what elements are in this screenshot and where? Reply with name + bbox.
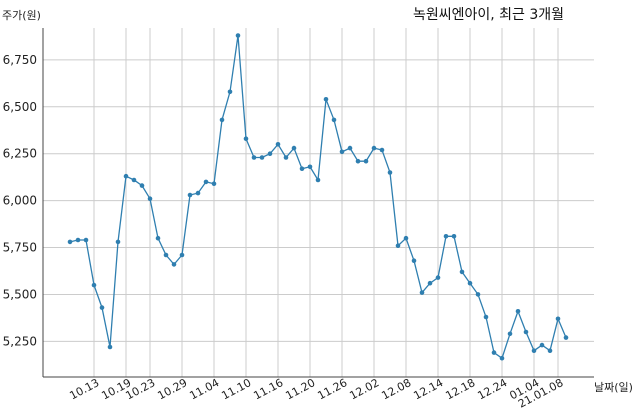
data-point bbox=[531, 348, 537, 354]
y-tick-label: 5,250 bbox=[3, 334, 37, 348]
data-point bbox=[323, 97, 329, 102]
data-point bbox=[235, 33, 241, 38]
data-point bbox=[387, 170, 393, 175]
y-tick-label: 5,750 bbox=[3, 241, 37, 255]
data-point bbox=[459, 269, 465, 275]
data-point bbox=[491, 350, 497, 355]
data-point bbox=[507, 331, 513, 337]
data-point bbox=[523, 329, 529, 335]
data-point bbox=[115, 239, 121, 245]
data-point bbox=[331, 117, 337, 123]
data-point bbox=[563, 335, 569, 340]
data-point bbox=[267, 151, 273, 156]
x-tick-label: 11.20 bbox=[283, 376, 317, 402]
data-point bbox=[347, 145, 353, 151]
data-point bbox=[475, 292, 481, 297]
data-point bbox=[131, 177, 137, 183]
x-tick-label: 12.18 bbox=[443, 376, 477, 402]
data-point bbox=[339, 149, 345, 155]
grid-lines bbox=[43, 28, 594, 377]
x-tick-label: 12.24 bbox=[475, 376, 509, 402]
data-point bbox=[499, 355, 505, 361]
data-point bbox=[419, 290, 425, 295]
data-point bbox=[483, 314, 489, 320]
y-tick-label: 6,000 bbox=[3, 194, 37, 208]
x-tick-label: 10.13 bbox=[67, 376, 101, 402]
data-point bbox=[203, 179, 209, 185]
y-axis-label: 주가(원) bbox=[2, 9, 41, 22]
x-tick-label: 12.14 bbox=[411, 376, 445, 402]
data-point bbox=[291, 145, 297, 151]
data-point bbox=[411, 258, 417, 264]
y-tick-label: 6,250 bbox=[3, 147, 37, 161]
data-point bbox=[315, 177, 321, 183]
data-point bbox=[259, 155, 265, 160]
data-point bbox=[163, 252, 169, 258]
data-point bbox=[139, 183, 145, 188]
data-point bbox=[227, 89, 233, 95]
data-point bbox=[539, 342, 545, 348]
x-tick-label: 11.16 bbox=[251, 376, 285, 402]
data-point bbox=[179, 252, 185, 258]
data-point bbox=[107, 344, 113, 350]
x-tick-label: 11.10 bbox=[219, 376, 253, 402]
data-point bbox=[211, 181, 217, 186]
data-point bbox=[171, 262, 177, 267]
data-point bbox=[307, 164, 313, 170]
data-point bbox=[515, 309, 521, 314]
data-point bbox=[99, 305, 105, 310]
data-point bbox=[67, 239, 73, 245]
data-point bbox=[187, 192, 193, 198]
data-point bbox=[251, 155, 257, 160]
x-tick-label: 11.26 bbox=[315, 376, 349, 402]
data-point bbox=[355, 158, 361, 164]
data-point bbox=[427, 280, 433, 286]
y-tick-labels: 5,250 5,500 5,750 6,000 6,250 6,500 6,750 bbox=[3, 53, 37, 348]
data-point bbox=[91, 282, 97, 288]
data-point bbox=[155, 235, 161, 241]
data-point bbox=[555, 316, 561, 322]
data-point bbox=[219, 117, 225, 123]
x-tick-label: 11.04 bbox=[187, 376, 221, 402]
data-point bbox=[371, 145, 377, 151]
chart-title: 녹원씨엔아이, 최근 3개월 bbox=[413, 7, 564, 23]
y-tick-label: 5,500 bbox=[3, 287, 37, 301]
y-tick-label: 6,500 bbox=[3, 100, 37, 114]
data-point bbox=[299, 166, 305, 171]
axes bbox=[42, 28, 594, 378]
x-axis-label: 날짜(일) bbox=[594, 380, 633, 394]
data-point bbox=[403, 235, 409, 241]
data-point bbox=[275, 142, 281, 147]
data-point bbox=[147, 196, 153, 201]
data-point bbox=[467, 280, 473, 286]
data-point bbox=[283, 155, 289, 160]
data-point bbox=[243, 136, 249, 141]
x-tick-label: 12.02 bbox=[347, 376, 381, 402]
data-point bbox=[195, 190, 201, 196]
data-point bbox=[75, 237, 81, 243]
data-point bbox=[435, 275, 441, 280]
data-point bbox=[379, 147, 385, 153]
price-data-points bbox=[67, 33, 569, 361]
data-point bbox=[83, 237, 89, 243]
data-point bbox=[547, 348, 553, 354]
x-tick-labels: 10.1310.1910.2310.2911.0411.1011.1611.20… bbox=[67, 376, 565, 410]
data-point bbox=[443, 234, 449, 239]
price-series-line bbox=[69, 35, 567, 360]
x-tick-label: 12.08 bbox=[379, 376, 413, 402]
data-point bbox=[395, 243, 401, 248]
data-point bbox=[123, 173, 129, 179]
data-point bbox=[451, 234, 457, 239]
x-tick-label: 10.29 bbox=[155, 376, 189, 402]
data-point bbox=[363, 158, 369, 164]
y-tick-label: 6,750 bbox=[3, 53, 37, 67]
